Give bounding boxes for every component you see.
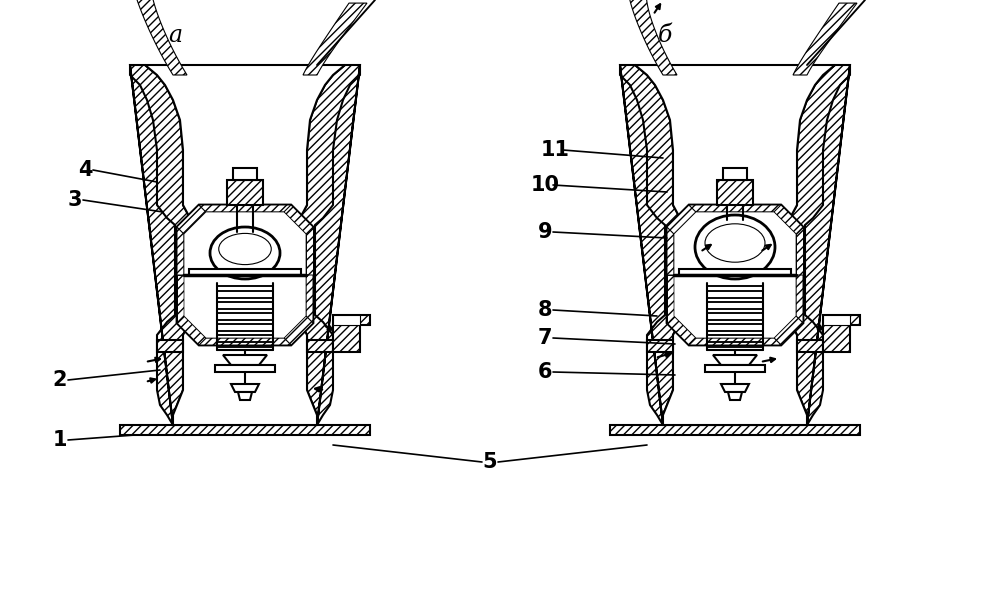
Text: 10: 10 [530,175,560,195]
Polygon shape [823,315,850,325]
Polygon shape [231,384,259,392]
Text: 1: 1 [53,430,67,450]
Polygon shape [177,205,206,234]
Polygon shape [199,338,291,345]
Polygon shape [705,365,765,372]
Ellipse shape [210,227,280,279]
Polygon shape [689,205,781,212]
Polygon shape [284,316,313,345]
Text: 2: 2 [53,370,67,390]
Polygon shape [307,340,333,352]
Polygon shape [177,275,184,323]
Ellipse shape [705,224,765,262]
Polygon shape [689,338,781,345]
Text: a: a [168,23,182,46]
Polygon shape [667,205,696,234]
Polygon shape [823,325,850,352]
Text: 7: 7 [538,328,552,348]
Polygon shape [177,205,313,345]
Polygon shape [610,425,860,435]
Polygon shape [184,212,306,338]
Text: 8: 8 [538,300,552,320]
Polygon shape [157,340,183,352]
Text: б: б [658,23,672,46]
Polygon shape [793,3,857,75]
Polygon shape [306,227,313,275]
Polygon shape [774,316,803,345]
Polygon shape [667,205,803,345]
Polygon shape [145,65,345,425]
Polygon shape [635,65,835,425]
Polygon shape [823,315,860,325]
Polygon shape [227,180,263,205]
Ellipse shape [219,233,271,265]
Polygon shape [667,316,696,345]
Polygon shape [674,212,796,338]
Polygon shape [284,205,313,234]
Polygon shape [796,227,803,275]
Polygon shape [629,0,677,75]
Polygon shape [215,365,275,372]
Text: 9: 9 [538,222,552,242]
Polygon shape [721,384,749,392]
Polygon shape [723,168,747,180]
Polygon shape [333,325,360,352]
Polygon shape [303,3,367,75]
Polygon shape [774,205,803,234]
Polygon shape [130,65,195,425]
Polygon shape [785,65,850,425]
Text: 11: 11 [540,140,570,160]
Polygon shape [620,65,685,425]
Polygon shape [679,269,791,275]
Polygon shape [797,340,823,352]
Polygon shape [667,275,674,323]
Polygon shape [177,227,184,275]
Text: 3: 3 [68,190,82,210]
Polygon shape [717,180,753,205]
Polygon shape [189,269,301,275]
Text: 5: 5 [483,452,497,472]
Polygon shape [223,355,267,365]
Polygon shape [233,168,257,180]
Polygon shape [713,355,757,365]
Polygon shape [647,340,673,352]
Polygon shape [667,227,674,275]
Polygon shape [120,425,370,435]
Text: 4: 4 [78,160,92,180]
Polygon shape [295,65,360,425]
Polygon shape [306,275,313,323]
Polygon shape [238,392,252,400]
Polygon shape [199,205,291,212]
Polygon shape [796,275,803,323]
Polygon shape [177,316,206,345]
Polygon shape [333,315,360,325]
Polygon shape [728,392,742,400]
Ellipse shape [695,215,775,279]
Polygon shape [133,0,187,75]
Text: 6: 6 [538,362,552,382]
Polygon shape [333,315,370,325]
